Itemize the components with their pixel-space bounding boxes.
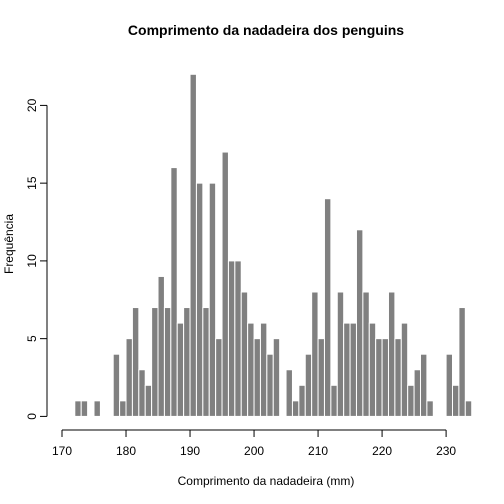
- histogram-bar: [413, 369, 421, 417]
- histogram-bar: [298, 384, 306, 417]
- histogram-bar: [221, 151, 229, 417]
- histogram-bar: [304, 353, 313, 417]
- x-tick-label: 180: [116, 444, 136, 458]
- histogram-bar: [266, 353, 274, 417]
- histogram-bar: [291, 400, 300, 417]
- histogram-bar: [445, 353, 453, 417]
- histogram-bar: [272, 338, 281, 417]
- y-tick-label: 10: [25, 254, 39, 268]
- x-tick-label: 220: [372, 444, 392, 458]
- histogram-bar: [195, 182, 204, 417]
- histogram-bar: [208, 182, 217, 417]
- y-tick-label: 20: [25, 98, 39, 112]
- histogram-bar: [112, 353, 121, 417]
- histogram-bar: [125, 338, 133, 417]
- histogram-bar: [381, 338, 389, 417]
- histogram-bar: [74, 400, 82, 417]
- histogram-bar: [419, 353, 428, 417]
- histogram-bar: [80, 400, 89, 417]
- x-tick-label: 230: [436, 444, 456, 458]
- histogram-bar: [426, 400, 434, 417]
- histogram-bar: [311, 291, 319, 417]
- x-tick-label: 190: [180, 444, 200, 458]
- histogram-bar: [227, 260, 236, 417]
- histogram-bar: [183, 307, 191, 417]
- y-axis: 0 5 10 15 20: [25, 98, 48, 420]
- histogram-bar: [151, 307, 159, 417]
- histogram-bar: [93, 400, 101, 417]
- histogram-bar: [362, 291, 370, 417]
- histogram-bar: [189, 73, 197, 417]
- histogram-bar: [458, 307, 466, 417]
- histogram-bar: [375, 338, 383, 417]
- histogram-bar: [323, 198, 332, 417]
- y-tick-label: 0: [25, 413, 39, 420]
- histogram-bar: [170, 167, 178, 417]
- histogram-bar: [253, 338, 261, 417]
- histogram-bar: [259, 322, 268, 417]
- x-axis-label: Comprimento da nadadeira (mm): [178, 474, 355, 488]
- y-tick-label: 5: [25, 335, 39, 342]
- histogram-bar: [452, 384, 460, 417]
- histogram-bar: [387, 291, 396, 417]
- histogram-bar: [407, 384, 415, 417]
- bars-group: [74, 73, 473, 417]
- histogram-bar: [144, 384, 153, 417]
- x-axis: 170 180 190 200 210 220 230: [52, 429, 456, 458]
- x-tick-label: 200: [244, 444, 264, 458]
- histogram-bar: [247, 322, 255, 417]
- chart-title: Comprimento da nadadeira dos penguins: [128, 22, 404, 38]
- histogram-bar: [317, 338, 325, 417]
- histogram-bar: [202, 307, 210, 417]
- histogram-bar: [400, 322, 409, 417]
- histogram-bar: [349, 322, 357, 417]
- histogram-bar: [368, 322, 377, 417]
- histogram-bar: [234, 260, 242, 417]
- histogram-bar: [285, 369, 293, 417]
- histogram-bar: [330, 384, 338, 417]
- histogram-bar: [355, 229, 364, 417]
- histogram-bar: [464, 400, 473, 417]
- histogram-bar: [131, 307, 140, 417]
- histogram-bar: [119, 400, 127, 417]
- x-tick-label: 210: [308, 444, 328, 458]
- histogram-bar: [157, 275, 165, 417]
- histogram-bar: [163, 307, 172, 417]
- y-tick-label: 15: [25, 176, 39, 190]
- histogram-bar: [240, 291, 249, 417]
- histogram-bar: [343, 322, 351, 417]
- x-tick-label: 170: [52, 444, 72, 458]
- histogram-bar: [138, 369, 146, 417]
- histogram-bar: [336, 291, 345, 417]
- histogram-bar: [215, 338, 223, 417]
- histogram-bar: [176, 322, 185, 417]
- histogram-bar: [394, 338, 402, 417]
- y-axis-label: Frequência: [2, 214, 16, 274]
